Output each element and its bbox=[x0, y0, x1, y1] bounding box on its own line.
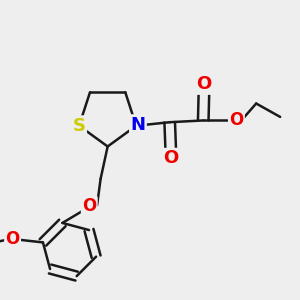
Text: O: O bbox=[5, 230, 20, 247]
Text: O: O bbox=[82, 197, 96, 215]
Text: O: O bbox=[229, 111, 244, 129]
Text: O: O bbox=[196, 75, 212, 93]
Text: O: O bbox=[163, 149, 178, 167]
Text: S: S bbox=[73, 117, 85, 135]
Text: N: N bbox=[130, 116, 146, 134]
